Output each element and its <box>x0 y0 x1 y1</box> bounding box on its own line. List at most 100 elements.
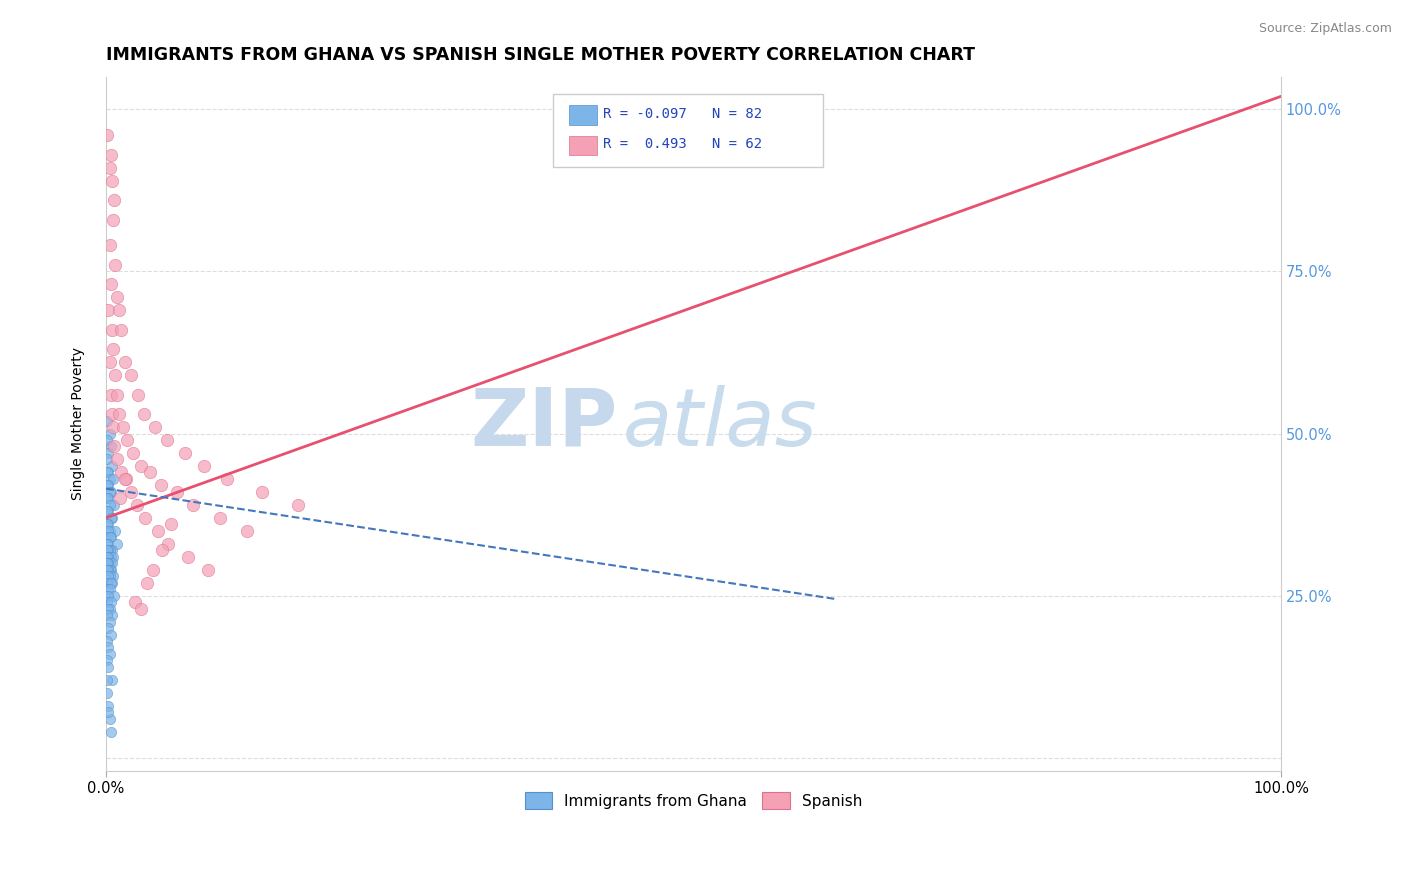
Point <box>101 343 124 357</box>
Point <box>97 517 120 532</box>
Point <box>132 407 155 421</box>
Point <box>96 537 118 551</box>
Point <box>101 323 124 337</box>
Point <box>96 608 118 623</box>
Point <box>100 724 122 739</box>
Point <box>98 569 121 583</box>
Point <box>97 549 120 564</box>
Point <box>97 660 120 674</box>
Text: R = -0.097   N = 82: R = -0.097 N = 82 <box>603 107 762 120</box>
Point <box>98 355 121 369</box>
Point <box>101 510 124 524</box>
Point <box>152 543 174 558</box>
Point <box>96 563 118 577</box>
Point <box>97 466 120 480</box>
Point <box>136 575 159 590</box>
Point <box>120 368 142 383</box>
Point <box>209 510 232 524</box>
Point <box>108 407 131 421</box>
Point <box>100 277 122 292</box>
Point <box>96 549 118 564</box>
Point <box>97 478 120 492</box>
Point <box>124 595 146 609</box>
Text: R =  0.493   N = 62: R = 0.493 N = 62 <box>603 137 762 152</box>
Point <box>105 387 128 401</box>
Point <box>166 484 188 499</box>
Point <box>100 627 122 641</box>
Point <box>98 472 121 486</box>
Point <box>98 582 121 596</box>
Point <box>101 212 124 227</box>
Point <box>96 491 118 506</box>
Point <box>101 569 124 583</box>
Point <box>101 174 124 188</box>
Point <box>101 472 124 486</box>
Point <box>197 563 219 577</box>
Point <box>98 238 121 252</box>
Point <box>157 537 180 551</box>
Point <box>97 569 120 583</box>
Point <box>100 387 122 401</box>
Point <box>101 575 124 590</box>
Point <box>96 478 118 492</box>
Point <box>104 258 127 272</box>
Point <box>98 498 121 512</box>
Text: atlas: atlas <box>623 384 818 463</box>
Point <box>100 549 122 564</box>
Point <box>125 498 148 512</box>
Point <box>96 530 118 544</box>
Point <box>97 524 120 538</box>
Point <box>98 484 121 499</box>
Point <box>103 193 125 207</box>
Point <box>100 484 122 499</box>
Point <box>97 698 120 713</box>
Point <box>110 466 132 480</box>
Point <box>103 498 125 512</box>
Point <box>97 589 120 603</box>
Point <box>134 510 156 524</box>
Point <box>101 556 124 570</box>
Point <box>96 504 118 518</box>
Point <box>97 706 120 720</box>
Point <box>115 433 138 447</box>
Point <box>101 608 124 623</box>
Point <box>104 368 127 383</box>
Point <box>97 556 120 570</box>
Point <box>97 601 120 615</box>
Point <box>98 524 121 538</box>
Y-axis label: Single Mother Poverty: Single Mother Poverty <box>72 347 86 500</box>
Point <box>287 498 309 512</box>
Point <box>97 537 120 551</box>
Legend: Immigrants from Ghana, Spanish: Immigrants from Ghana, Spanish <box>519 786 869 815</box>
Point <box>177 549 200 564</box>
Point <box>96 673 118 687</box>
Point <box>100 575 122 590</box>
Point <box>101 458 124 473</box>
Point <box>98 543 121 558</box>
Point <box>96 128 118 143</box>
Point <box>181 498 204 512</box>
Point <box>96 595 118 609</box>
Text: IMMIGRANTS FROM GHANA VS SPANISH SINGLE MOTHER POVERTY CORRELATION CHART: IMMIGRANTS FROM GHANA VS SPANISH SINGLE … <box>105 46 976 64</box>
Point <box>97 621 120 635</box>
Point <box>108 491 131 506</box>
Point <box>100 595 122 609</box>
Point <box>98 712 121 726</box>
Point <box>110 323 132 337</box>
Point <box>173 446 195 460</box>
Point <box>96 686 118 700</box>
Point <box>96 466 118 480</box>
FancyBboxPatch shape <box>569 136 598 155</box>
Point <box>96 517 118 532</box>
Point <box>105 290 128 304</box>
Point <box>100 563 122 577</box>
Point <box>98 615 121 629</box>
Point <box>98 556 121 570</box>
Point <box>127 387 149 401</box>
Point <box>100 147 122 161</box>
Point <box>150 478 173 492</box>
Point <box>101 407 124 421</box>
Point <box>96 413 118 427</box>
Point <box>114 355 136 369</box>
Point <box>105 537 128 551</box>
